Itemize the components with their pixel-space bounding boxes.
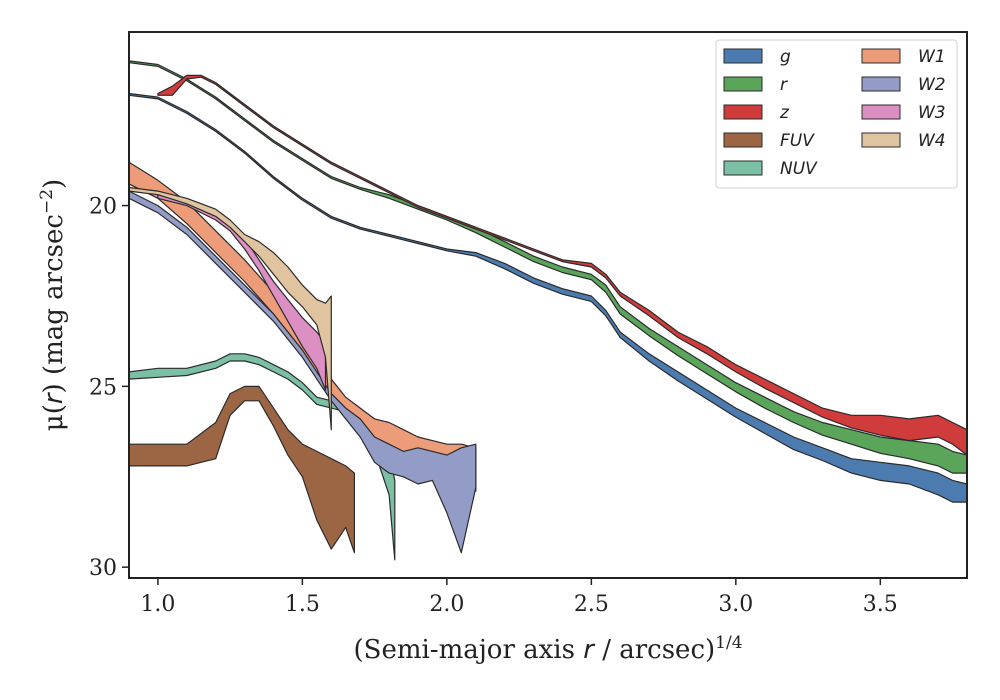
- legend-swatch-nuv: [723, 160, 763, 176]
- y-axis-label: μ(r) (mag arcsec−2): [37, 179, 69, 431]
- legend-swatch-z: [723, 104, 763, 120]
- x-tick-label: 1.5: [285, 592, 320, 617]
- x-tick-label: 3.5: [863, 592, 898, 617]
- legend-swatch-g: [723, 48, 763, 64]
- legend-label-nuv: NUV: [780, 159, 818, 179]
- legend-label-w3: W3: [918, 103, 946, 123]
- series-band-g: [129, 92, 967, 503]
- x-tick-label: 1.0: [140, 592, 175, 617]
- y-axis: 20 25 30: [89, 195, 129, 581]
- series-band-w2: [129, 190, 477, 554]
- legend-label-z: z: [779, 103, 790, 123]
- x-tick-label: 2.5: [574, 592, 609, 617]
- legend-label-w1: W1: [918, 47, 946, 67]
- y-tick-label: 20: [89, 195, 117, 220]
- x-axis: 1.0 1.5 2.0 2.5 3.0 3.5: [140, 578, 898, 617]
- series-layer: [129, 60, 967, 561]
- legend-label-g: g: [780, 47, 791, 67]
- plot-frame: [128, 31, 968, 579]
- legend-label-fuv: FUV: [780, 131, 815, 151]
- legend-swatch-w4: [861, 132, 901, 148]
- legend-swatch-w2: [861, 76, 901, 92]
- legend-swatch-fuv: [723, 132, 763, 148]
- y-tick-label: 25: [89, 375, 117, 400]
- legend: grz FUV NUV W1 W2 W3 W4: [715, 39, 958, 189]
- legend-swatch-w3: [861, 104, 901, 120]
- legend-label-r: r: [780, 75, 788, 95]
- x-axis-label: (Semi-major axis r / arcsec)1/4: [353, 633, 742, 665]
- x-tick-label: 2.0: [429, 592, 464, 617]
- legend-label-w2: W2: [918, 75, 946, 95]
- series-band-w4: [129, 186, 332, 431]
- series-band-fuv: [129, 385, 355, 554]
- y-tick-label: 30: [89, 556, 117, 581]
- series-band-z: [157, 74, 967, 456]
- x-tick-label: 3.0: [718, 592, 753, 617]
- legend-swatch-w1: [861, 48, 901, 64]
- legend-swatch-r: [723, 76, 763, 92]
- series-band-nuv: [129, 353, 396, 561]
- legend-label-w4: W4: [918, 131, 946, 151]
